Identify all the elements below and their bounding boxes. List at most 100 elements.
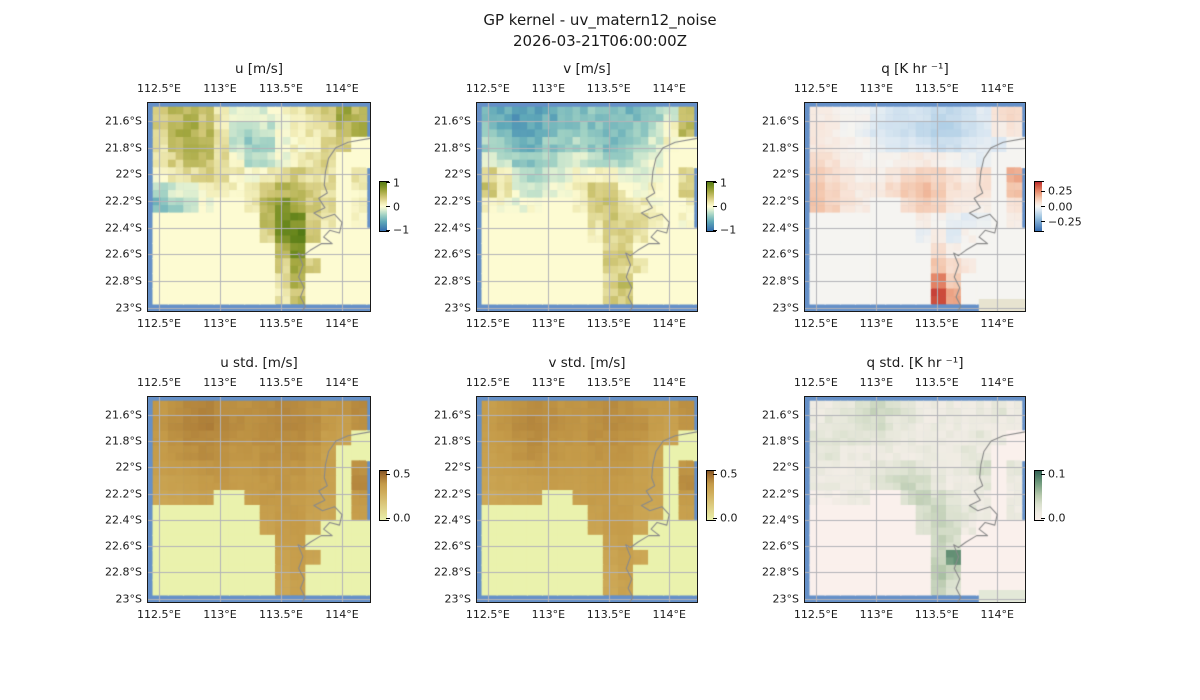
- x-tick-label-bottom: 112.5°E: [465, 317, 510, 330]
- colorbar-cap: [706, 231, 716, 233]
- x-tick-label-bottom: 114°E: [980, 608, 1014, 621]
- colorbar-tick: [386, 473, 390, 475]
- y-tick-label: 22.4°S: [762, 513, 799, 527]
- panel-v: v [m/s] 112.5°E 112.5°E 113°E 113°E 113.5°E 1…: [434, 61, 736, 330]
- map-canvas-v-std: [476, 396, 698, 603]
- y-tick-label: 23°S: [772, 301, 799, 315]
- x-tick-label-top: 113.5°E: [258, 376, 303, 389]
- colorbar-cap: [706, 520, 716, 522]
- y-tick-label: 22.6°S: [105, 247, 142, 261]
- y-tick-label: 22.8°S: [762, 565, 799, 579]
- colorbar-cap: [1034, 470, 1044, 472]
- map-canvas-u: [147, 102, 371, 312]
- panel-title-u-std: u std. [m/s]: [220, 355, 298, 371]
- colorbar-tick: [1041, 517, 1045, 519]
- x-tick-label-top: 112.5°E: [465, 376, 510, 389]
- colorbar-tick-label: 0.0: [1048, 511, 1066, 525]
- colorbar-tick: [713, 182, 717, 184]
- colorbar-tick: [386, 182, 390, 184]
- colorbar-cap: [1034, 181, 1044, 183]
- x-tick-label-bottom: 114°E: [652, 608, 686, 621]
- colorbar-cap: [706, 470, 716, 472]
- figure-title-line-1: GP kernel - uv_matern12_noise: [483, 11, 717, 29]
- y-tick-label: 22.2°S: [762, 194, 799, 208]
- y-tick-label: 22.8°S: [434, 565, 471, 579]
- colorbar-tick: [713, 229, 717, 231]
- y-tick-label: 22°S: [115, 460, 142, 474]
- colorbar-cap: [1034, 231, 1044, 233]
- x-tick-label-top: 113°E: [203, 376, 237, 389]
- y-tick-label: 22.2°S: [105, 487, 142, 501]
- figure-title-line-2: 2026-03-21T06:00:00Z: [513, 32, 687, 50]
- colorbar-cap: [1034, 520, 1044, 522]
- colorbar-tick-label: −0.25: [1048, 215, 1082, 229]
- x-tick-label-bottom: 114°E: [325, 608, 359, 621]
- y-tick-label: 22.4°S: [434, 221, 471, 235]
- y-axis-ticks: 21.6°S 21.8°S 22°S 22.2°S 22.4°S 22.6°S 22.8°S…: [727, 103, 799, 315]
- y-tick-label: 22.4°S: [434, 513, 471, 527]
- colorbar-tick-label: 0.1: [1048, 467, 1066, 481]
- x-tick-label-top: 112.5°E: [136, 82, 181, 95]
- y-tick-label: 21.6°S: [105, 408, 142, 422]
- panel-q: q [K hr ⁻¹] 112.5°E 112.5°E 113°E 113°E 113.…: [762, 61, 1082, 330]
- colorbar-tick-label: 1: [393, 176, 400, 190]
- colorbar: 0.5 0.0: [379, 467, 423, 525]
- x-tick-label-top: 113°E: [859, 82, 894, 95]
- y-axis-ticks: 21.6°S 21.8°S 22°S 22.2°S 22.4°S 22.6°S 22.8°S…: [399, 397, 471, 605]
- x-tick-label-top: 113°E: [203, 82, 237, 95]
- x-tick-label-top: 114°E: [980, 376, 1014, 389]
- x-tick-label-top: 113°E: [531, 82, 566, 95]
- colorbar: 1 0 −1: [706, 176, 750, 237]
- panel-q-std: q std. [K hr ⁻¹] 112.5°E 112.5°E 113°E 113°…: [762, 355, 1065, 621]
- colorbar-cap: [706, 181, 716, 183]
- x-tick-label-bottom: 113.5°E: [914, 608, 959, 621]
- x-tick-label-top: 114°E: [325, 376, 359, 389]
- y-tick-label: 21.8°S: [434, 434, 471, 448]
- y-tick-label: 22.8°S: [762, 274, 799, 288]
- map-canvas-u-std: [147, 396, 371, 603]
- x-tick-label-top: 113.5°E: [914, 376, 959, 389]
- x-tick-label-bottom: 113°E: [531, 608, 566, 621]
- y-axis-ticks: 21.6°S 21.8°S 22°S 22.2°S 22.4°S 22.6°S 22.8°S…: [70, 103, 142, 315]
- y-tick-label: 22°S: [444, 460, 471, 474]
- colorbar-tick: [713, 517, 717, 519]
- x-tick-label-bottom: 114°E: [652, 317, 686, 330]
- colorbar-tick: [1041, 473, 1045, 475]
- x-tick-label-top: 112.5°E: [793, 82, 838, 95]
- colorbar-tick-label: 0.25: [1048, 184, 1073, 198]
- y-tick-label: 21.8°S: [105, 434, 142, 448]
- panel-u: u [m/s] 112.5°E 112.5°E 113°E 113°E 113.5°E 1…: [105, 61, 409, 330]
- x-tick-label-top: 112.5°E: [793, 376, 838, 389]
- panel-title-u: u [m/s]: [234, 61, 284, 77]
- x-tick-label-bottom: 112.5°E: [793, 317, 838, 330]
- panel-v-std: v std. [m/s] 112.5°E 112.5°E 113°E 113°E 113…: [434, 355, 737, 621]
- x-tick-label-top: 112.5°E: [136, 376, 181, 389]
- colorbar-tick-label: 0.5: [393, 467, 411, 481]
- colorbar-tick-label: 1: [720, 176, 727, 190]
- colorbar-cap: [379, 181, 389, 183]
- y-tick-label: 22.4°S: [105, 221, 142, 235]
- y-tick-label: 21.6°S: [434, 114, 471, 128]
- colorbar-tick: [1041, 190, 1045, 192]
- y-tick-label: 22.6°S: [434, 539, 471, 553]
- y-tick-label: 22.2°S: [105, 194, 142, 208]
- colorbar-tick: [1041, 206, 1045, 207]
- y-tick-label: 22°S: [772, 167, 799, 181]
- y-tick-label: 22°S: [115, 167, 142, 181]
- map-canvas-q-std: [804, 396, 1026, 603]
- colorbar-gradient: [706, 470, 714, 521]
- y-tick-label: 21.8°S: [762, 141, 799, 155]
- colorbar-tick-label: 0.0: [393, 511, 411, 525]
- x-tick-label-top: 112.5°E: [465, 82, 510, 95]
- colorbar-tick-label: −1: [393, 223, 410, 237]
- y-tick-label: 22°S: [444, 167, 471, 181]
- x-tick-label-bottom: 113.5°E: [586, 608, 631, 621]
- colorbar-tick: [1041, 221, 1045, 223]
- x-tick-label-bottom: 112.5°E: [465, 608, 510, 621]
- colorbar-tick-label: 0.0: [720, 511, 738, 525]
- x-tick-label-bottom: 112.5°E: [136, 608, 181, 621]
- panel-title-q: q [K hr ⁻¹]: [881, 61, 949, 77]
- y-tick-label: 22.2°S: [434, 194, 471, 208]
- colorbar-cap: [379, 470, 389, 472]
